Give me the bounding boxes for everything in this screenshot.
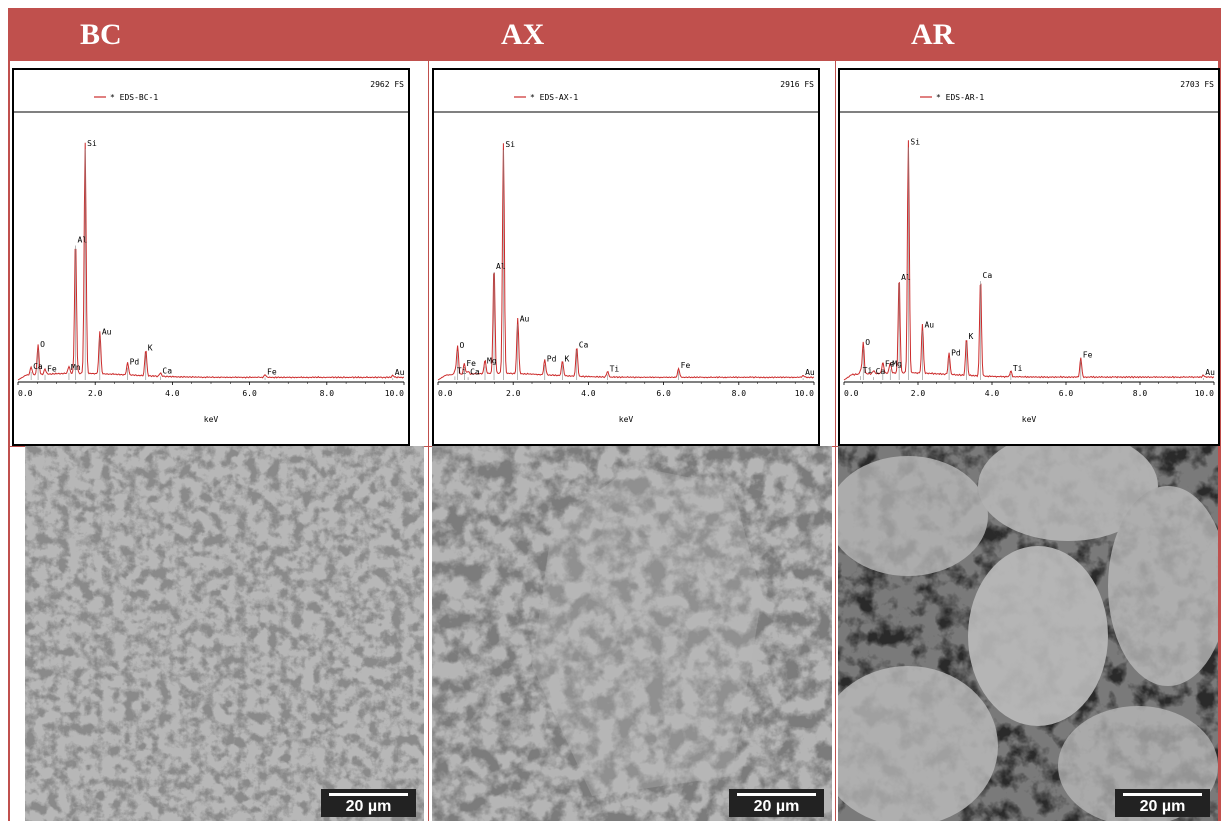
fullscale-label: 2916 FS <box>780 80 814 89</box>
x-axis-label: keV <box>204 415 219 424</box>
peak-label: Pd <box>130 358 140 367</box>
peak-label: Au <box>102 328 112 337</box>
peak-label: K <box>968 332 973 341</box>
x-tick-label: 10.0 <box>385 389 404 398</box>
x-tick-label: 2.0 <box>911 389 926 398</box>
sem-texture-bc <box>25 446 424 821</box>
scale-bar: 20 µm <box>1115 789 1210 817</box>
peak-label: Au <box>520 314 530 323</box>
scale-bar: 20 µm <box>321 789 416 817</box>
x-tick-label: 10.0 <box>795 389 814 398</box>
x-tick-label: 6.0 <box>656 389 671 398</box>
scale-bar-label: 20 µm <box>729 798 824 816</box>
peak-label: Fe <box>267 367 277 376</box>
x-tick-label: 2.0 <box>506 389 521 398</box>
x-tick-label: 6.0 <box>242 389 257 398</box>
frame-divider-1 <box>428 61 429 821</box>
fullscale-label: 2962 FS <box>370 80 404 89</box>
x-tick-label: 6.0 <box>1059 389 1074 398</box>
peak-label: O <box>865 338 870 347</box>
peak-label: Au <box>1205 368 1215 377</box>
peak-label: Ti <box>863 366 873 375</box>
header-label-bc: BC <box>80 18 122 52</box>
peak-label: Ti <box>1013 364 1023 373</box>
x-axis-label: keV <box>1022 415 1037 424</box>
eds-panel-bc: * EDS-BC-1 2962 FS O Ca Fe Mn Al Si Au Pd K Ca Fe Au 0… <box>12 68 410 446</box>
peak-label: Si <box>910 137 920 146</box>
sem-texture-ax <box>432 446 832 821</box>
x-tick-label: 2.0 <box>88 389 103 398</box>
header-bar: BC AX AR <box>8 8 1221 61</box>
peak-label: O <box>40 340 45 349</box>
peak-label: K <box>148 343 153 352</box>
sem-texture-ar <box>838 446 1218 821</box>
peak-label: Fe <box>1083 351 1093 360</box>
peak-label: Ca <box>33 362 43 371</box>
x-tick-label: 0.0 <box>844 389 859 398</box>
peak-label: Ti <box>610 365 620 374</box>
x-tick-label: 8.0 <box>320 389 335 398</box>
peak-label: Ca <box>579 340 589 349</box>
peak-label: Pd <box>951 349 961 358</box>
x-tick-label: 10.0 <box>1195 389 1214 398</box>
eds-spectrum-ar: * EDS-AR-12703 FSOTi CaFeMgAlSiAuPdKCaTiF… <box>840 70 1218 444</box>
peak-label: Al <box>496 262 506 271</box>
peak-label: Ca <box>876 367 886 376</box>
legend-label: * EDS-AR-1 <box>936 93 984 102</box>
peak-label: Al <box>78 236 88 245</box>
spectrum-line <box>438 143 814 380</box>
peak-label: Ca <box>470 367 480 376</box>
frame-divider-2 <box>835 61 836 821</box>
peak-label: Fe <box>47 365 57 374</box>
scale-bar: 20 µm <box>729 789 824 817</box>
peak-label: Al <box>901 273 911 282</box>
peak-label: Au <box>924 321 934 330</box>
peak-label: Mg <box>892 359 902 368</box>
x-tick-label: 0.0 <box>18 389 33 398</box>
sem-image-bc: 20 µm <box>25 446 424 821</box>
header-label-ax: AX <box>501 18 544 52</box>
peak-label: Au <box>395 368 405 377</box>
peak-label: K <box>564 355 569 364</box>
peak-label: Ca <box>162 366 172 375</box>
peak-label: Ca <box>983 271 993 280</box>
header-label-ar: AR <box>911 18 954 52</box>
peak-label: Si <box>505 140 515 149</box>
x-axis-label: keV <box>619 415 634 424</box>
eds-panel-ar: * EDS-AR-1 2703 FS O Ti Ca Fe Mg Al Si Au Pd K Ca Ti F… <box>838 68 1220 446</box>
frame-left <box>8 61 10 821</box>
peak-label: Mn <box>71 363 81 372</box>
legend-label: * EDS-BC-1 <box>110 93 158 102</box>
spectrum-line <box>844 140 1214 380</box>
x-tick-label: 8.0 <box>1133 389 1148 398</box>
peak-label: O <box>460 341 465 350</box>
sem-image-ar: 20 µm <box>838 446 1218 821</box>
peak-label: Pd <box>547 355 557 364</box>
spectrum-line <box>18 143 404 380</box>
scale-bar-label: 20 µm <box>321 798 416 816</box>
peak-label: Si <box>87 139 97 148</box>
peak-label: Ti <box>457 366 467 375</box>
sem-image-ax: 20 µm <box>432 446 832 821</box>
x-tick-label: 4.0 <box>165 389 180 398</box>
scale-bar-label: 20 µm <box>1115 798 1210 816</box>
x-tick-label: 8.0 <box>732 389 747 398</box>
peak-label: Mg <box>487 357 497 366</box>
x-tick-label: 4.0 <box>581 389 596 398</box>
eds-spectrum-ax: * EDS-AX-12916 FSOTiFeCaMgAlSiAuPd KCaTi F… <box>434 70 818 444</box>
eds-panel-ax: * EDS-AX-1 2916 FS O Ti Fe Ca Mg Al Si Au Pd K Ca Ti F… <box>432 68 820 446</box>
fullscale-label: 2703 FS <box>1180 80 1214 89</box>
peak-label: Au <box>805 368 815 377</box>
peak-label: Fe <box>681 361 691 370</box>
x-tick-label: 0.0 <box>438 389 453 398</box>
legend-label: * EDS-AX-1 <box>530 93 578 102</box>
x-tick-label: 4.0 <box>985 389 1000 398</box>
eds-spectrum-bc: * EDS-BC-1 2962 FS O Ca Fe Mn Al Si Au Pd K Ca Fe Au 0… <box>14 70 408 444</box>
